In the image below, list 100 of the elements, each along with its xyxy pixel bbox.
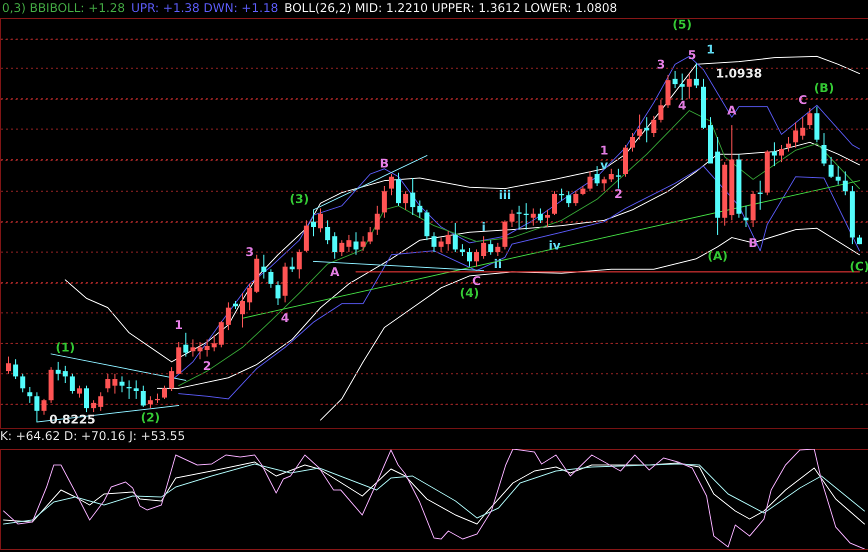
candlestick — [226, 302, 231, 331]
candlestick — [374, 205, 380, 236]
candlestick — [822, 132, 826, 167]
annotation: iii — [498, 188, 512, 202]
candlestick — [544, 209, 550, 228]
candlestick — [778, 144, 784, 163]
candlestick — [346, 234, 352, 253]
candlestick — [793, 122, 798, 148]
candlestick — [134, 380, 139, 400]
candlestick — [744, 205, 748, 228]
candlestick — [686, 73, 692, 100]
candlestick — [602, 176, 607, 192]
candlestick — [594, 166, 600, 186]
annotation: (C) — [850, 260, 868, 274]
candlestick — [566, 190, 572, 208]
candlestick — [368, 226, 373, 245]
annotation: 2 — [614, 186, 623, 201]
candlestick — [34, 392, 40, 423]
candlestick — [658, 100, 664, 123]
candlestick — [828, 156, 834, 179]
candlestick — [651, 115, 656, 138]
annotation: 1 — [174, 318, 183, 332]
candlestick — [198, 342, 202, 360]
annotation: (5) — [672, 18, 692, 32]
text: 0,3) BBIBOLL: +1.28 — [2, 1, 126, 15]
text: BOLL(26,2) MID: 1.2210 UPPER: 1.3612 LOWER: 1.0808 — [284, 1, 618, 15]
candlestick — [807, 107, 812, 130]
candlestick — [339, 240, 344, 257]
candlestick — [120, 376, 124, 393]
candlestick — [672, 70, 678, 89]
candlestick — [169, 366, 174, 392]
candlestick — [247, 283, 252, 311]
candlestick — [105, 373, 110, 393]
chart-title: K: +64.62 D: +70.16 J: +53.55 — [0, 429, 186, 443]
candlestick — [588, 170, 592, 192]
annotation: 1.0938 — [716, 66, 762, 81]
candlestick — [276, 280, 280, 306]
candlestick — [410, 178, 416, 216]
annotation: 3 — [656, 57, 666, 72]
annotation: 4 — [280, 311, 290, 326]
annotation: 2 — [202, 358, 212, 373]
candlestick — [91, 400, 96, 413]
annotation: 3 — [245, 245, 254, 260]
candlestick — [580, 185, 586, 196]
annotation: 4 — [678, 98, 686, 112]
candlestick — [637, 114, 642, 140]
candlestick — [680, 73, 685, 100]
candlestick — [446, 230, 451, 252]
annotation: (3) — [290, 192, 309, 206]
candlestick — [403, 190, 408, 210]
candlestick — [268, 268, 274, 288]
candlestick — [354, 232, 358, 256]
candlestick — [552, 190, 558, 216]
candlestick — [382, 185, 387, 218]
candlestick — [240, 292, 246, 328]
candlestick — [148, 396, 153, 409]
annotation: 1 — [706, 42, 715, 57]
candlestick — [758, 180, 763, 210]
candlestick — [13, 358, 18, 380]
candlestick — [495, 242, 500, 257]
candlestick — [538, 208, 543, 224]
candlestick — [466, 248, 472, 268]
candlestick — [27, 386, 32, 404]
annotation: 5 — [688, 48, 696, 62]
candlestick — [126, 380, 132, 400]
candlestick — [842, 170, 848, 196]
candlestick — [800, 116, 806, 140]
candlestick — [140, 385, 146, 408]
candlestick — [62, 365, 68, 384]
candlestick — [460, 244, 465, 257]
candlestick — [56, 361, 61, 381]
candlestick — [6, 356, 12, 374]
annotation: 1 — [600, 143, 608, 158]
candlestick — [488, 240, 494, 256]
candlestick — [524, 202, 529, 230]
candlestick — [573, 190, 578, 206]
candlestick — [190, 338, 196, 358]
candlestick — [630, 132, 636, 152]
annotation: (2) — [140, 410, 160, 424]
annotation: C — [472, 274, 482, 288]
candlestick — [481, 236, 486, 260]
candlestick — [70, 373, 75, 394]
annotation: (4) — [460, 286, 480, 300]
candlestick — [438, 237, 444, 253]
candlestick — [84, 385, 90, 413]
candlestick — [474, 248, 480, 268]
annotation: A — [330, 264, 340, 279]
candlestick — [112, 373, 118, 394]
annotation: ii — [494, 257, 502, 271]
candlestick — [644, 116, 650, 143]
candlestick — [310, 209, 316, 237]
candlestick — [318, 208, 324, 233]
candlestick — [212, 334, 217, 352]
candlestick — [290, 256, 295, 272]
candlestick — [694, 62, 699, 89]
candlestick — [360, 236, 366, 252]
candlestick — [396, 172, 402, 206]
candlestick — [296, 248, 302, 280]
candlestick — [261, 254, 266, 280]
candlestick — [424, 209, 430, 241]
